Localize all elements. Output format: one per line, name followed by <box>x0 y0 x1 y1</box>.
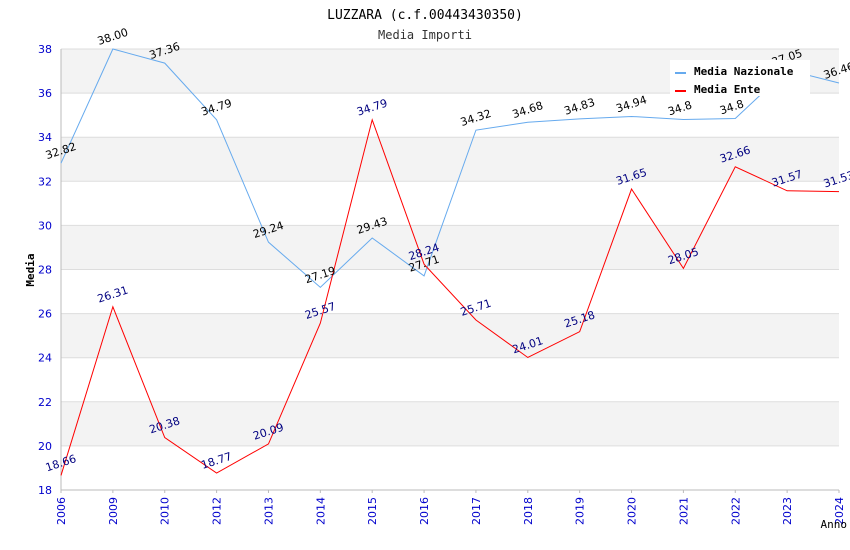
series-line-media-nazionale <box>60 48 840 289</box>
legend-box <box>670 60 810 96</box>
x-tick-label: 2018 <box>522 497 535 525</box>
y-tick-labels: 18 20 22 24 26 28 30 32 34 36 38 <box>38 43 52 497</box>
y-tick-label: 28 <box>38 264 52 277</box>
y-tick-label: 24 <box>38 352 52 365</box>
chart-subtitle: Media Importi <box>378 28 472 42</box>
y-tick-label: 18 <box>38 484 52 497</box>
plot-band <box>61 137 839 182</box>
axes <box>60 49 840 493</box>
data-label: 38.00 <box>96 26 130 48</box>
x-tick-label: 2017 <box>470 497 483 525</box>
plot-band <box>61 445 839 490</box>
x-tick-labels: 2006 2009 2010 2012 2013 2014 2015 2016 2017 2018… <box>55 497 846 525</box>
series-line-media-ente <box>60 118 840 476</box>
y-tick-label: 20 <box>38 440 52 453</box>
series-lines <box>60 48 840 476</box>
chart-title: LUZZARA (c.f.00443430350) <box>327 8 523 23</box>
x-tick-label: 2016 <box>418 497 431 525</box>
y-tick-label: 22 <box>38 396 52 409</box>
legend: Media Nazionale Media Ente <box>670 60 810 96</box>
plot-band <box>61 93 839 138</box>
x-tick-label: 2020 <box>626 497 639 525</box>
legend-label-ente: Media Ente <box>694 83 761 96</box>
x-tick-label: 2012 <box>211 497 224 525</box>
legend-label-nazionale: Media Nazionale <box>694 65 794 78</box>
x-tick-label: 2014 <box>314 497 327 525</box>
plot-band <box>61 357 839 402</box>
x-tick-label: 2010 <box>159 497 172 525</box>
x-axis-label: Anno <box>821 518 848 531</box>
y-tick-label: 36 <box>38 87 52 100</box>
x-tick-label: 2006 <box>55 497 68 525</box>
y-tick-label: 38 <box>38 43 52 56</box>
y-tick-label: 34 <box>38 131 52 144</box>
x-tick-label: 2024 <box>833 497 846 525</box>
x-tick-label: 2015 <box>366 497 379 525</box>
plot-band <box>61 313 839 358</box>
y-tick-label: 30 <box>38 219 52 232</box>
x-tick-label: 2023 <box>781 497 794 525</box>
plot-band <box>61 401 839 446</box>
x-tick-label: 2013 <box>262 497 275 525</box>
plot-band <box>61 225 839 270</box>
x-tick-label: 2021 <box>677 497 690 525</box>
x-tick-label: 2019 <box>574 497 587 525</box>
x-tick-label: 2022 <box>729 497 742 525</box>
y-axis-label: Media <box>24 253 37 286</box>
x-tick-label: 2009 <box>107 497 120 525</box>
y-tick-label: 26 <box>38 308 52 321</box>
y-tick-label: 32 <box>38 175 52 188</box>
